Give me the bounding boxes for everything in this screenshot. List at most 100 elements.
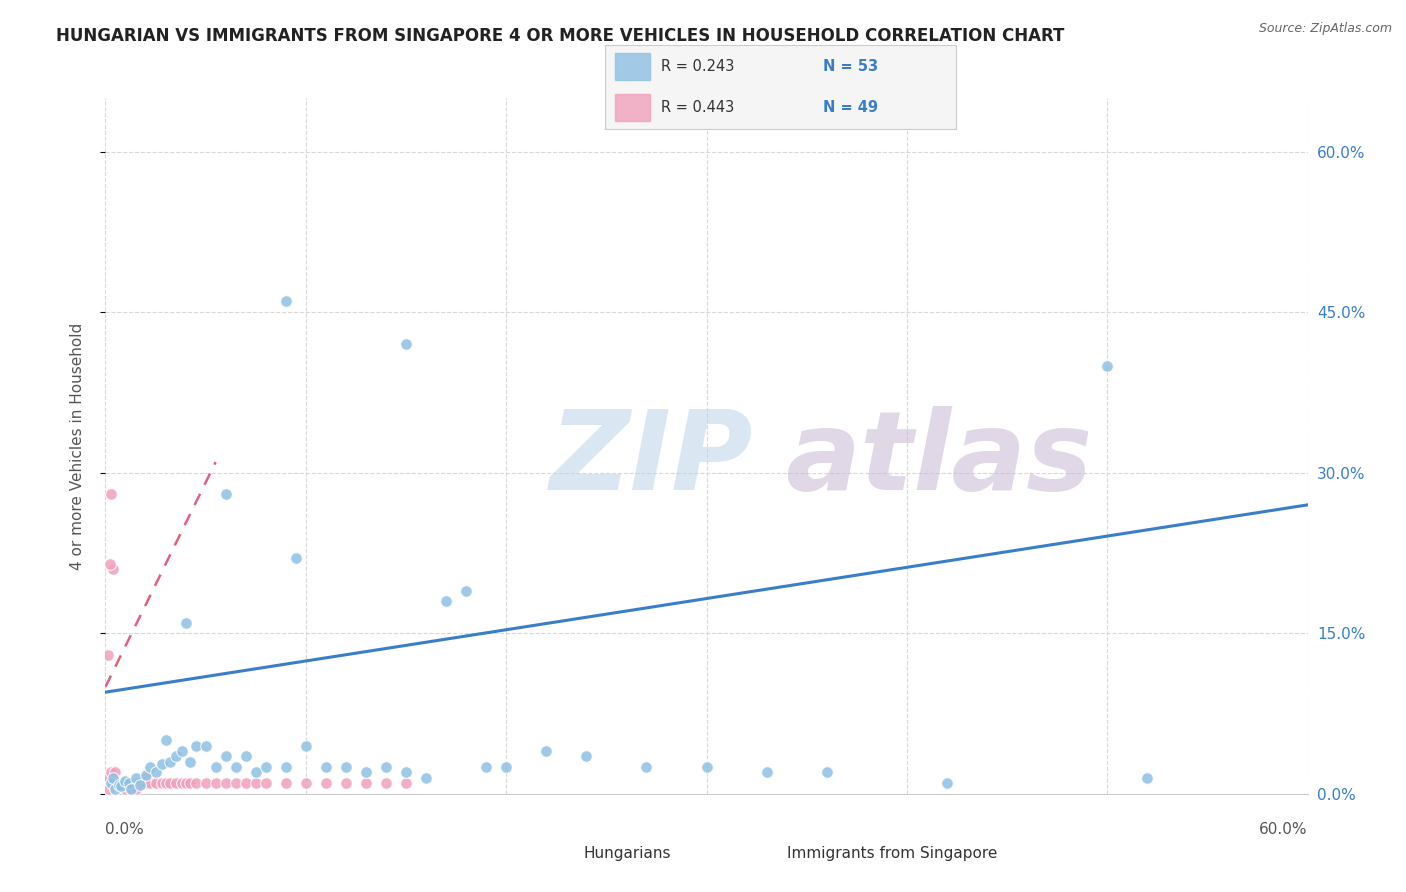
Text: Immigrants from Singapore: Immigrants from Singapore [787,847,998,861]
Point [274,294,297,309]
Point [235,749,257,764]
Point [755,765,778,780]
Text: 60.0%: 60.0% [1260,822,1308,837]
Point [174,776,197,790]
Point [145,776,167,790]
Point [118,776,141,790]
Point [696,760,718,774]
Point [145,765,167,780]
Point [103,778,125,792]
Point [495,760,517,774]
Point [434,594,457,608]
Point [96,776,118,790]
Point [235,776,257,790]
Text: N = 53: N = 53 [823,59,877,74]
Point [225,760,247,774]
Point [98,771,121,785]
Point [1136,771,1159,785]
Point [103,771,125,785]
Text: N = 49: N = 49 [823,100,877,115]
Point [315,776,337,790]
Point [155,733,177,747]
Point [936,776,959,790]
Point [475,760,498,774]
Point [159,776,181,790]
Point [124,781,146,796]
Point [100,776,122,790]
Point [100,765,122,780]
Point [194,739,217,753]
Point [138,760,160,774]
Text: Source: ZipAtlas.com: Source: ZipAtlas.com [1258,22,1392,36]
Point [127,776,149,790]
Point [295,776,318,790]
Point [104,776,127,790]
Bar [616,54,650,80]
Point [204,776,226,790]
Text: R = 0.243: R = 0.243 [661,59,734,74]
Point [1097,359,1119,373]
Point [214,776,236,790]
Point [274,760,297,774]
Point [150,776,173,790]
Point [456,583,478,598]
Bar [616,94,650,120]
Point [100,557,122,571]
Point [374,776,398,790]
Point [395,776,418,790]
Point [184,739,207,753]
Point [354,765,377,780]
Point [135,771,157,785]
Point [135,776,157,790]
Point [534,744,557,758]
Point [254,776,277,790]
Point [194,776,217,790]
Point [159,755,181,769]
Point [274,776,297,790]
Point [98,781,121,796]
Point [174,615,197,630]
Point [374,760,398,774]
Point [110,780,132,794]
Point [335,776,357,790]
Point [245,776,267,790]
Point [295,739,318,753]
Point [214,487,236,501]
Point [135,767,157,781]
Point [395,337,418,351]
Point [170,776,193,790]
Point [335,760,357,774]
Point [354,776,377,790]
Point [107,774,129,789]
Point [100,487,122,501]
Point [114,776,136,790]
Point [245,765,267,780]
Point [124,771,146,785]
Point [155,776,177,790]
Point [110,776,132,790]
Point [112,776,135,790]
Point [214,749,236,764]
Point [415,771,437,785]
Point [104,781,127,796]
Point [170,744,193,758]
Point [284,551,307,566]
Point [118,776,141,790]
Point [128,778,150,792]
Point [575,749,598,764]
Text: 0.0%: 0.0% [105,822,145,837]
Point [104,765,127,780]
Point [315,760,337,774]
Y-axis label: 4 or more Vehicles in Household: 4 or more Vehicles in Household [70,322,84,570]
Point [150,756,173,771]
Text: HUNGARIAN VS IMMIGRANTS FROM SINGAPORE 4 OR MORE VEHICLES IN HOUSEHOLD CORRELATI: HUNGARIAN VS IMMIGRANTS FROM SINGAPORE 4… [56,27,1064,45]
Point [124,776,146,790]
Point [114,774,136,789]
Point [103,562,125,576]
Point [395,765,418,780]
Point [138,776,160,790]
Point [108,778,131,792]
Point [108,776,131,790]
Point [204,760,226,774]
Point [225,776,247,790]
